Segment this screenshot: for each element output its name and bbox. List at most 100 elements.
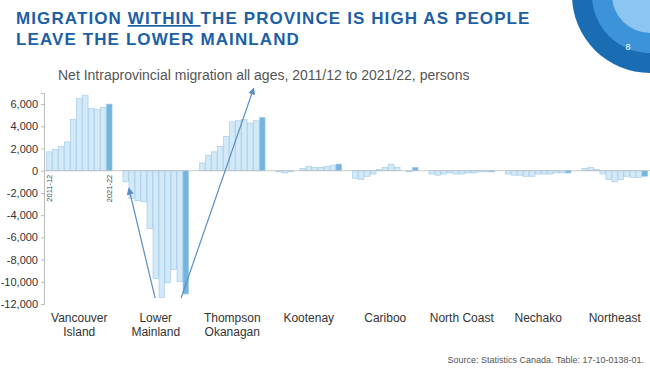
- y-tick: -4,000: [7, 209, 44, 221]
- y-tick-mark: [41, 215, 44, 216]
- bar: [83, 95, 89, 171]
- arrow: [129, 189, 155, 298]
- region-bars: [123, 171, 189, 298]
- y-tick-mark: [41, 260, 44, 261]
- bar: [64, 142, 70, 171]
- bar: [352, 171, 358, 179]
- y-tick-mark: [41, 193, 44, 194]
- bar: [388, 164, 394, 171]
- bar: [177, 171, 183, 282]
- bar: [165, 171, 171, 283]
- bar: [330, 165, 336, 171]
- bar: [588, 167, 594, 170]
- bar: [413, 167, 419, 170]
- period-label: 2011-12: [45, 175, 54, 202]
- subtitle: Net Intraprovincial migration all ages, …: [58, 67, 469, 83]
- y-tick: -2,000: [7, 187, 44, 199]
- region-label: Northeast: [589, 311, 642, 325]
- bar: [523, 171, 529, 177]
- x-axis: 2011-12 2021-22: [45, 175, 114, 203]
- y-tick-label: -6,000: [7, 231, 38, 243]
- y-tick: -6,000: [7, 231, 44, 243]
- bar: [606, 171, 612, 180]
- bar: [141, 171, 147, 202]
- bar: [642, 171, 648, 177]
- y-tick-label: -10,000: [1, 276, 38, 288]
- bar: [107, 104, 113, 171]
- region-bars: [505, 171, 571, 177]
- y-tick-label: -4,000: [7, 209, 38, 221]
- plot-area: [46, 95, 647, 297]
- bar: [441, 171, 447, 174]
- arrows: [129, 89, 254, 298]
- period-label: 2021-22: [105, 175, 114, 203]
- bar: [58, 146, 64, 170]
- bar: [318, 167, 324, 170]
- region-bars: [276, 164, 342, 173]
- arrow: [181, 89, 253, 298]
- bar: [541, 171, 547, 174]
- decor-circle: [572, 0, 650, 73]
- bar: [600, 171, 606, 174]
- decoration: [572, 0, 650, 73]
- bar: [630, 171, 636, 178]
- y-tick-label: 6,000: [10, 98, 38, 110]
- region-bars: [352, 164, 418, 180]
- bar: [312, 167, 318, 170]
- source: Source: Statistics Canada. Table: 17-10-…: [448, 355, 644, 365]
- bar: [89, 109, 95, 171]
- y-tick: -12,000: [1, 298, 44, 310]
- y-tick: 6,000: [10, 98, 44, 110]
- region-label: Kootenay: [283, 311, 334, 325]
- title: MIGRATION WITHIN THE PROVINCE IS HIGH AS…: [16, 9, 531, 28]
- y-tick-mark: [41, 149, 44, 150]
- y-tick-mark: [41, 304, 44, 305]
- region-label: ThompsonOkanagan: [204, 311, 261, 339]
- bar: [336, 164, 342, 171]
- decor-circle: [612, 0, 650, 33]
- bar: [211, 152, 217, 171]
- bar: [46, 152, 52, 171]
- bar: [382, 167, 388, 170]
- y-tick-mark: [41, 126, 44, 127]
- bar: [618, 171, 624, 180]
- bar: [159, 171, 165, 298]
- region-label: Nechako: [515, 311, 563, 325]
- bar: [71, 120, 77, 171]
- bar: [358, 171, 364, 180]
- bar: [52, 150, 58, 171]
- y-tick-mark: [41, 237, 44, 238]
- bar: [511, 171, 517, 175]
- bar: [147, 171, 153, 229]
- bar: [199, 163, 205, 171]
- bar: [101, 107, 107, 170]
- bar: [306, 166, 312, 170]
- bar: [364, 171, 370, 177]
- y-tick-label: 4,000: [10, 120, 38, 132]
- bar: [612, 171, 618, 182]
- bar: [324, 166, 330, 170]
- slide-number: 8: [625, 42, 630, 52]
- y-tick: 2,000: [10, 143, 44, 155]
- y-tick-label: -12,000: [1, 298, 38, 310]
- bar: [77, 99, 83, 171]
- bar: [429, 171, 435, 174]
- bar: [459, 171, 465, 174]
- bar: [183, 171, 189, 294]
- bar: [529, 171, 535, 177]
- bar: [394, 167, 400, 170]
- bar: [135, 171, 141, 201]
- bar: [95, 110, 101, 171]
- region-bars: [429, 171, 495, 175]
- bar: [254, 121, 260, 171]
- region-bars: [46, 95, 112, 171]
- region-label: LowerMainland: [131, 311, 180, 339]
- bar: [435, 171, 441, 175]
- y-axis-line: [41, 94, 45, 305]
- y-tick-label: -8,000: [7, 254, 38, 266]
- region-label: Cariboo: [364, 311, 406, 325]
- y-tick-label: 0: [32, 165, 38, 177]
- bar: [517, 171, 523, 175]
- bar: [624, 171, 630, 177]
- y-tick-mark: [41, 282, 44, 283]
